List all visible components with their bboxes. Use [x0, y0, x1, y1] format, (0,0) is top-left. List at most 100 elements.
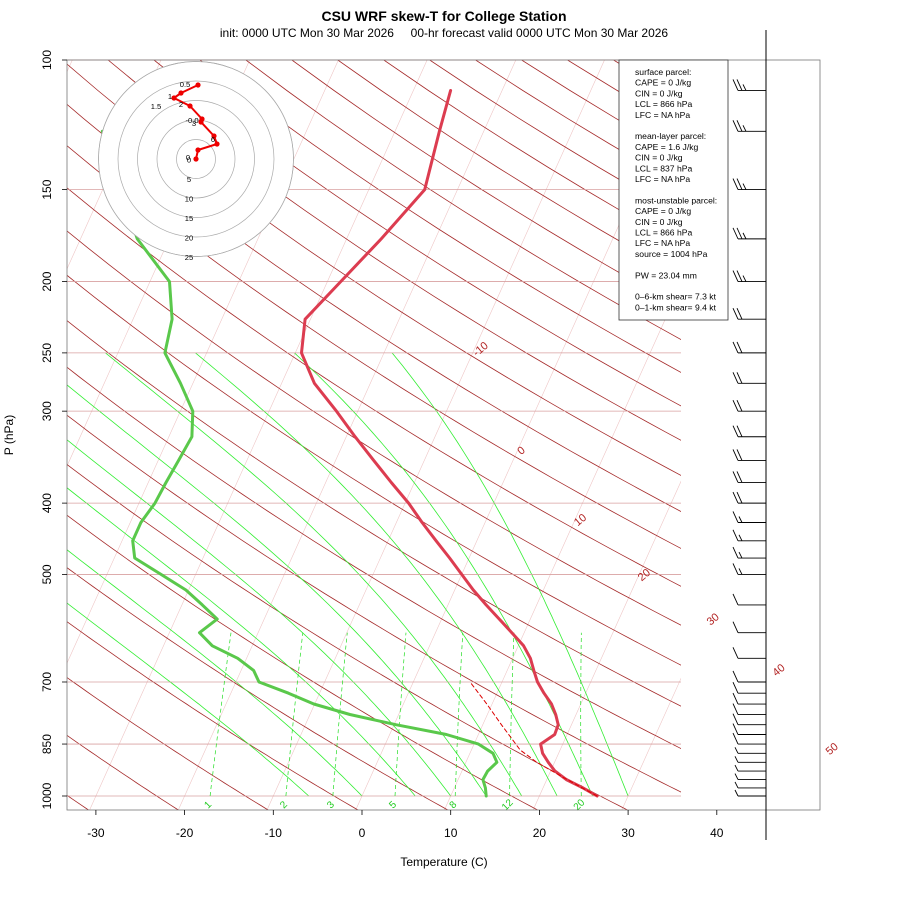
barb-half — [734, 781, 739, 789]
wind-barb — [732, 647, 766, 659]
wind-barb — [734, 789, 766, 797]
barb-flag — [736, 399, 743, 412]
dry-adiabat — [67, 734, 180, 810]
barb-half — [742, 84, 747, 91]
mixing-ratio-line — [580, 632, 582, 797]
grid-clip — [67, 60, 681, 810]
wind-barb — [732, 471, 766, 483]
hodograph-point — [195, 82, 201, 88]
wind-barb — [732, 372, 766, 384]
wind-barb — [734, 773, 766, 781]
wind-barb — [732, 308, 766, 320]
plot-area — [100, 89, 599, 798]
isotherm-label: 50 — [824, 741, 841, 758]
isotherm — [532, 480, 681, 810]
wind-barb — [732, 178, 766, 191]
hodograph-point-label: 3 — [192, 119, 196, 128]
y-tick-label: 1000 — [40, 782, 54, 809]
mixing-ratio-line — [285, 632, 304, 797]
wind-barb — [734, 747, 766, 754]
dry-adiabat — [67, 63, 681, 476]
hodograph-point — [187, 103, 193, 109]
mixing-ratio-line — [209, 632, 232, 797]
barb-flag — [732, 491, 739, 504]
dry-adiabat — [67, 187, 681, 587]
x-tick-label: 20 — [533, 826, 547, 840]
info-line: LCL = 837 hPa — [635, 163, 692, 173]
info-line: CAPE = 0 J/kg — [635, 78, 691, 88]
y-tick-label: 850 — [40, 734, 54, 754]
dewpoint-profile — [100, 129, 499, 798]
hodograph-point-label: 1 — [168, 92, 172, 101]
barb-half — [742, 125, 747, 132]
hodograph-ring — [117, 80, 275, 238]
hodograph-point-label: 0.5 — [180, 80, 191, 89]
wind-barb — [732, 703, 766, 715]
wind-barb — [732, 491, 766, 504]
dry-adiabat — [67, 463, 629, 810]
barb-flag — [732, 732, 739, 745]
hodograph-point — [193, 156, 199, 162]
info-line: LCL = 866 hPa — [635, 99, 692, 109]
isotherm-label: 40 — [771, 662, 788, 679]
info-line: CIN = 0 J/kg — [635, 217, 683, 227]
barb-flag — [732, 178, 739, 190]
y-tick-label: 100 — [40, 50, 54, 70]
isotherm-label: -10 — [471, 340, 491, 359]
isotherm — [621, 677, 681, 810]
hodograph-ring-label: 0 — [187, 156, 191, 165]
barb-flag — [736, 120, 743, 132]
dry-adiabat — [199, 60, 681, 373]
x-tick-label: 10 — [444, 826, 458, 840]
hodograph-ring-label: 15 — [185, 214, 193, 223]
hodograph-ring — [137, 100, 255, 218]
dry-adiabat — [67, 320, 681, 707]
hodograph-point — [171, 95, 177, 101]
barb-half — [734, 789, 739, 797]
barb-flag — [732, 723, 739, 735]
barb-half — [742, 232, 747, 240]
x-tick-label: 0 — [359, 826, 366, 840]
barb-flag — [736, 79, 743, 91]
chart-subtitle: init: 0000 UTC Mon 30 Mar 2026 00-hr for… — [220, 26, 669, 40]
barb-half — [738, 516, 743, 523]
info-line: 0–1-km shear= 9.4 kt — [635, 302, 717, 312]
barb-flag — [736, 270, 743, 282]
x-tick-label: -30 — [87, 826, 105, 840]
barb-flag — [732, 546, 739, 559]
info-line: LFC = NA hPa — [635, 174, 690, 184]
mixing-ratio-label: 3 — [325, 799, 337, 811]
wind-barb — [732, 563, 766, 575]
moist-adiabat — [105, 352, 523, 797]
wind-barb — [732, 120, 766, 132]
mixing-lines — [209, 632, 582, 797]
info-line: LCL = 866 hPa — [635, 228, 692, 238]
wind-barb — [732, 449, 766, 461]
isotherm — [89, 60, 428, 810]
mixing-ratio-label: 8 — [448, 799, 460, 811]
hodograph-ring-label: 20 — [185, 234, 193, 243]
x-tick-label: -10 — [265, 826, 283, 840]
isotherm — [444, 283, 681, 810]
hodograph-point — [214, 141, 220, 147]
barb-flag — [732, 682, 739, 694]
barb-flag — [732, 670, 739, 683]
hodograph-point-label: 6 — [211, 135, 215, 144]
barb-flag — [732, 563, 739, 575]
barb-flag — [732, 341, 739, 354]
barb-flag — [732, 471, 739, 483]
barb-flag — [732, 425, 739, 437]
wind-barb — [732, 593, 766, 606]
info-line: CAPE = 0 J/kg — [635, 206, 691, 216]
dry-adiabat — [67, 366, 681, 749]
dry-adiabat — [153, 60, 681, 407]
barb-flag — [732, 120, 739, 132]
barb-flag — [732, 449, 739, 461]
moist-adiabat — [67, 602, 310, 797]
info-line: 0–6-km shear= 7.3 kt — [635, 292, 717, 302]
info-line: CAPE = 1.6 J/kg — [635, 142, 699, 152]
hodograph-point — [199, 116, 205, 122]
info-line: LFC = NA hPa — [635, 110, 690, 120]
